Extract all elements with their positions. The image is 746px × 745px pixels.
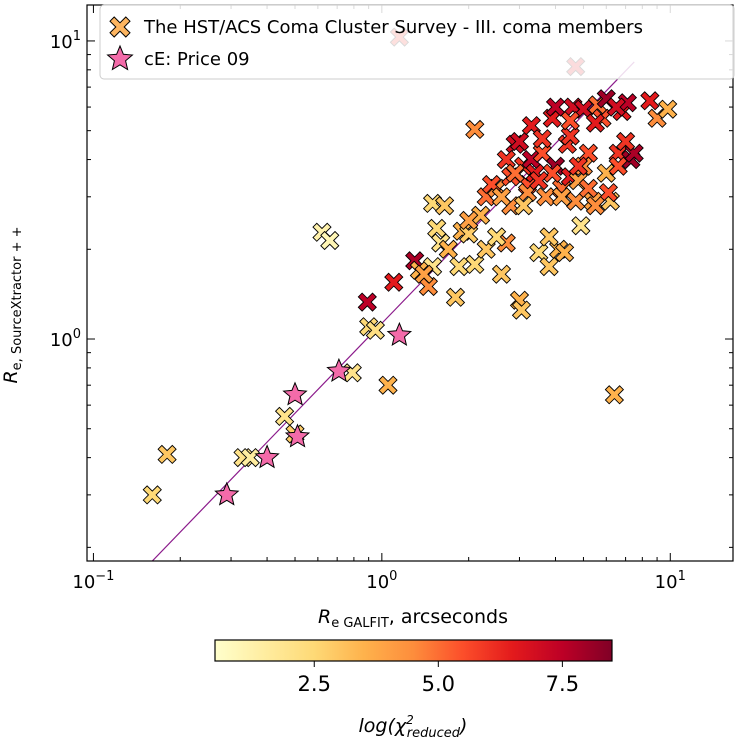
legend-star-marker — [106, 44, 134, 71]
member-point — [505, 163, 525, 183]
member-point — [320, 230, 340, 251]
ce-point — [386, 321, 413, 346]
member-point — [445, 287, 466, 307]
ce-point — [282, 381, 308, 406]
member-point — [532, 129, 552, 149]
legend-label-ce: cE: Price 09 — [144, 49, 250, 70]
member-point — [459, 210, 479, 231]
one-to-one-line — [151, 61, 635, 561]
legend-label-members: The HST/ACS Coma Cluster Survey - III. c… — [143, 17, 643, 38]
plot-area — [87, 5, 733, 561]
member-point — [606, 97, 626, 117]
member-point — [560, 126, 580, 146]
ce-point — [214, 481, 240, 506]
member-point — [585, 113, 606, 133]
y-axis-label: Re, SourceXtractor + + — [0, 226, 25, 383]
member-point — [357, 292, 377, 312]
member-point — [608, 156, 628, 176]
member-point — [427, 218, 447, 239]
colorbar-tick-label: 5.0 — [422, 672, 455, 696]
member-point — [491, 264, 512, 284]
y-tick-label: 100 — [50, 327, 81, 351]
member-point — [539, 227, 559, 247]
member-point — [465, 119, 485, 140]
member-point — [554, 242, 575, 263]
x-tick-label: 10−1 — [72, 569, 114, 593]
member-point — [578, 178, 599, 199]
member-point — [509, 131, 530, 152]
member-point — [596, 163, 616, 183]
legend-x-marker — [109, 16, 131, 38]
member-point — [511, 300, 532, 320]
y-axis-ticks: 100 101 — [50, 29, 733, 548]
x-tick-label: 101 — [655, 569, 686, 593]
member-point — [491, 187, 512, 207]
member-point — [142, 485, 162, 505]
member-point — [513, 196, 534, 216]
member-point — [496, 149, 516, 170]
member-point — [486, 227, 507, 247]
member-point — [529, 170, 549, 191]
member-point — [566, 191, 586, 211]
member-point — [378, 375, 398, 395]
legend-box — [99, 4, 735, 80]
member-point — [539, 256, 559, 277]
member-point — [604, 385, 625, 405]
ce-point — [284, 423, 311, 448]
member-point — [585, 196, 606, 216]
member-point — [414, 264, 434, 284]
member-point — [640, 91, 660, 111]
colorbar: 2.5 5.0 7.5 log(χ2 reduced) — [214, 639, 613, 741]
member-point — [568, 156, 588, 176]
colorbar-ticks: 2.5 5.0 7.5 — [298, 661, 579, 696]
member-point — [465, 254, 485, 275]
member-point — [521, 115, 542, 136]
member-point — [274, 406, 295, 427]
ce-series — [214, 321, 413, 506]
member-point — [240, 447, 260, 468]
member-point — [384, 272, 404, 292]
ce-point — [254, 444, 280, 469]
x-tick-label: 100 — [366, 569, 397, 593]
member-point — [434, 196, 455, 216]
member-point — [560, 111, 580, 131]
colorbar-label: log(χ2 reduced) — [359, 713, 468, 741]
x-axis-label: Re GALFIT, arcseconds — [318, 606, 508, 631]
member-point — [658, 99, 678, 119]
member-point — [571, 216, 591, 236]
member-point — [157, 444, 177, 465]
member-point — [615, 131, 636, 152]
member-point — [365, 320, 386, 340]
y-tick-label: 101 — [50, 29, 81, 53]
colorbar-gradient — [214, 639, 613, 662]
colorbar-tick-label: 7.5 — [546, 672, 579, 696]
legend: The HST/ACS Coma Cluster Survey - III. c… — [99, 4, 735, 80]
member-point — [459, 224, 479, 244]
member-point — [529, 242, 549, 263]
colorbar-tick-label: 2.5 — [298, 672, 331, 696]
ce-point — [326, 357, 352, 382]
member-point — [438, 239, 458, 259]
